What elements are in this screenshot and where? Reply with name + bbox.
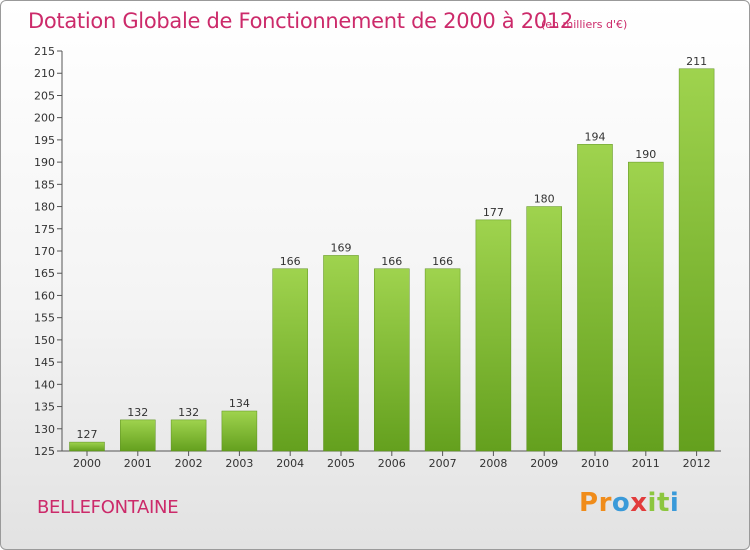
x-tick-label-2007: 2007	[429, 457, 457, 470]
y-tick-label: 185	[34, 178, 55, 191]
y-tick-label: 205	[34, 89, 55, 102]
x-tick-label-2001: 2001	[124, 457, 152, 470]
y-tick-label: 160	[34, 289, 55, 302]
bar-2001	[120, 419, 156, 452]
logo-letter: i	[669, 488, 680, 518]
x-tick-label-2005: 2005	[327, 457, 355, 470]
bar-2004	[272, 268, 308, 452]
value-label-2008: 177	[483, 206, 504, 219]
bar-2010	[577, 144, 613, 452]
x-tick-label-2002: 2002	[175, 457, 203, 470]
value-label-2011: 190	[635, 148, 656, 161]
x-tick-label-2010: 2010	[581, 457, 609, 470]
value-label-2006: 166	[381, 255, 402, 268]
proxiti-logo: Proxiti	[579, 488, 679, 518]
value-label-2012: 211	[686, 55, 707, 68]
x-tick-label-2003: 2003	[225, 457, 253, 470]
y-tick-label: 155	[34, 312, 55, 325]
y-tick-label: 170	[34, 245, 55, 258]
chart-title: Dotation Globale de Fonctionnement de 20…	[28, 9, 573, 33]
logo-letter: o	[611, 488, 631, 518]
bar-2003	[221, 410, 258, 452]
bar-2006	[374, 268, 410, 452]
bar-2008	[475, 219, 512, 452]
unit-label: (en milliers d'€)	[541, 18, 628, 31]
y-tick-label: 125	[34, 445, 55, 458]
x-tick-label-2009: 2009	[530, 457, 558, 470]
y-tick-label: 180	[34, 201, 55, 214]
bar-2000	[69, 441, 105, 452]
logo-letter: t	[656, 488, 670, 518]
logo-letter: x	[630, 488, 648, 518]
y-tick-label: 150	[34, 334, 55, 347]
value-label-2001: 132	[127, 406, 148, 419]
y-tick-label: 215	[34, 45, 55, 58]
y-tick-label: 200	[34, 112, 55, 125]
x-tick-label-2000: 2000	[73, 457, 101, 470]
value-label-2002: 132	[178, 406, 199, 419]
x-tick-label-2011: 2011	[632, 457, 660, 470]
x-tick-label-2004: 2004	[276, 457, 304, 470]
y-tick-label: 130	[34, 423, 55, 436]
y-tick-label: 140	[34, 378, 55, 391]
bar-2012	[678, 68, 715, 452]
x-tick-label-2012: 2012	[683, 457, 711, 470]
logo-letter: P	[579, 488, 599, 518]
logo-letter: r	[598, 488, 612, 518]
y-tick-label: 135	[34, 401, 55, 414]
commune-name: BELLEFONTAINE	[37, 497, 179, 518]
y-tick-label: 190	[34, 156, 55, 169]
y-tick-label: 210	[34, 67, 55, 80]
y-tick-label: 145	[34, 356, 55, 369]
y-tick-label: 175	[34, 223, 55, 236]
value-label-2010: 194	[585, 130, 606, 143]
logo-letter: i	[647, 488, 657, 518]
y-tick-label: 165	[34, 267, 55, 280]
value-label-2004: 166	[280, 255, 301, 268]
value-label-2005: 169	[331, 241, 352, 254]
bar-2007	[424, 268, 461, 452]
y-tick-label: 195	[34, 134, 55, 147]
bar-2002	[170, 419, 207, 452]
bar-2005	[323, 255, 359, 452]
bar-2009	[526, 206, 562, 452]
bar-2011	[628, 161, 664, 452]
value-label-2007: 166	[432, 255, 453, 268]
x-tick-label-2006: 2006	[378, 457, 406, 470]
value-label-2003: 134	[229, 397, 250, 410]
value-label-2000: 127	[77, 428, 98, 441]
value-label-2009: 180	[534, 193, 555, 206]
x-tick-label-2008: 2008	[479, 457, 507, 470]
